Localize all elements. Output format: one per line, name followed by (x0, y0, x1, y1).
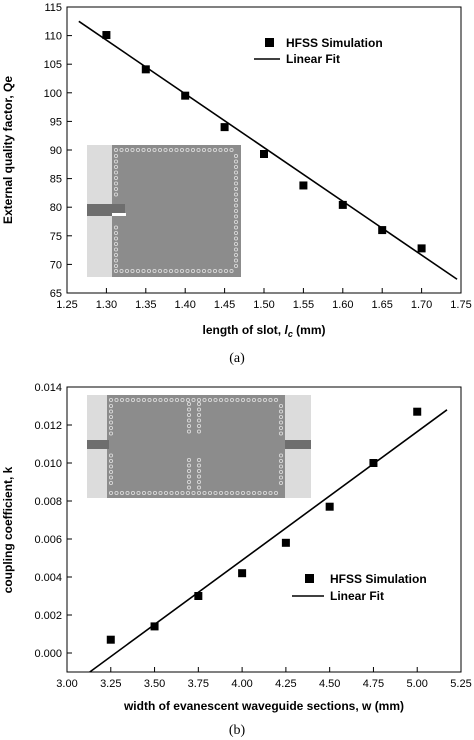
x-axis-label-b: width of evanescent waveguide sections, … (123, 699, 404, 713)
x-tick-label: 3.75 (188, 678, 209, 690)
inset-schematic-b (87, 395, 311, 498)
y-tick-label: 0.012 (34, 420, 62, 432)
data-point (369, 459, 378, 467)
x-tick-label: 1.75 (450, 299, 471, 311)
legend-b: HFSS Simulation Linear Fit (292, 572, 427, 603)
y-tick-label: 0.008 (34, 496, 62, 508)
y-tick-label: 115 (44, 2, 62, 14)
data-point (150, 622, 159, 631)
y-tick-label: 0.014 (34, 382, 62, 394)
x-tick-label: 3.50 (144, 678, 165, 690)
data-point (102, 31, 111, 40)
y-tick-label: 90 (50, 145, 62, 157)
x-tick-label: 1.50 (253, 299, 274, 311)
y-tick-label: 0.000 (34, 648, 62, 660)
x-tick-label: 1.40 (174, 299, 195, 311)
caption-b: (b) (229, 723, 246, 738)
data-point (220, 123, 229, 132)
x-tick-label: 1.65 (371, 299, 392, 311)
data-point (413, 407, 422, 416)
x-ticks-b: 3.00 3.25 3.50 3.75 4.00 4.25 4.50 4.75 5.00 5.25 (56, 667, 472, 690)
data-point (417, 244, 426, 253)
caption-a: (a) (229, 351, 245, 366)
data-point (106, 635, 115, 644)
data-points-b (106, 407, 422, 644)
y-tick-label: 95 (50, 116, 62, 128)
x-tick-label: 1.55 (293, 299, 314, 311)
data-point (281, 538, 290, 547)
legend-marker-hfss-b (305, 574, 314, 583)
x-tick-label: 5.00 (407, 678, 428, 690)
y-tick-label: 0.006 (34, 534, 62, 546)
x-tick-label: 1.30 (96, 299, 117, 311)
data-point (299, 181, 308, 190)
legend-label-fit-b: Linear Fit (330, 589, 384, 603)
y-tick-label: 0.010 (34, 458, 62, 470)
data-point (338, 200, 347, 209)
linear-fit-line-b (89, 409, 448, 673)
y-tick-label: 105 (44, 59, 62, 71)
chart-b: 3.00 3.25 3.50 3.75 4.00 4.25 4.50 4.75 5.00 5.25… (1, 382, 472, 738)
x-tick-label: 1.70 (411, 299, 432, 311)
y-ticks-a: 65 70 75 80 85 90 95 100 105 110 115 (44, 2, 72, 300)
y-tick-label: 85 (50, 174, 62, 186)
x-tick-label: 5.25 (450, 678, 471, 690)
x-tick-label: 4.75 (363, 678, 384, 690)
data-point (238, 569, 247, 578)
chart-a: 1.25 1.30 1.35 1.40 1.45 1.50 1.55 1.60 1.65 1.70… (1, 2, 472, 366)
x-tick-label: 1.25 (56, 299, 77, 311)
legend-a: HFSS Simulation Linear Fit (254, 36, 383, 66)
y-tick-label: 75 (50, 231, 62, 243)
inset-schematic-a (87, 145, 241, 277)
y-tick-label: 65 (50, 288, 62, 300)
legend-label-fit-a: Linear Fit (286, 52, 340, 66)
y-axis-label-a: External quality factor, Qe (1, 76, 15, 224)
y-tick-label: 0.004 (34, 572, 62, 584)
y-tick-label: 70 (50, 259, 62, 271)
x-ticks-a: 1.25 1.30 1.35 1.40 1.45 1.50 1.55 1.60 1.65 1.70… (56, 288, 472, 311)
data-point (260, 150, 268, 159)
legend-marker-hfss-a (265, 38, 274, 47)
data-point (181, 91, 190, 100)
y-ticks-b: 0.000 0.002 0.004 0.006 0.008 0.010 0.012 0.014 (34, 382, 72, 660)
x-tick-label: 3.25 (100, 678, 121, 690)
data-point (194, 592, 203, 600)
x-tick-label: 1.35 (135, 299, 156, 311)
y-tick-label: 110 (44, 31, 62, 43)
x-tick-label: 1.45 (214, 299, 235, 311)
x-tick-label: 4.50 (319, 678, 340, 690)
x-tick-label: 4.00 (231, 678, 252, 690)
x-axis-label-a: length of slot, lc (mm) (202, 323, 325, 339)
data-point (141, 65, 150, 74)
y-tick-label: 100 (44, 88, 62, 100)
data-point (378, 226, 387, 235)
x-tick-label: 1.60 (332, 299, 353, 311)
data-points-a (102, 31, 426, 253)
y-tick-label: 0.002 (34, 610, 62, 622)
x-tick-label: 4.25 (275, 678, 296, 690)
x-tick-label: 3.00 (56, 678, 77, 690)
legend-label-hfss-a: HFSS Simulation (286, 36, 383, 50)
data-point (325, 502, 334, 511)
y-tick-label: 80 (50, 202, 62, 214)
y-axis-label-b: coupling coefficient, k (1, 466, 15, 593)
legend-label-hfss-b: HFSS Simulation (330, 572, 427, 586)
